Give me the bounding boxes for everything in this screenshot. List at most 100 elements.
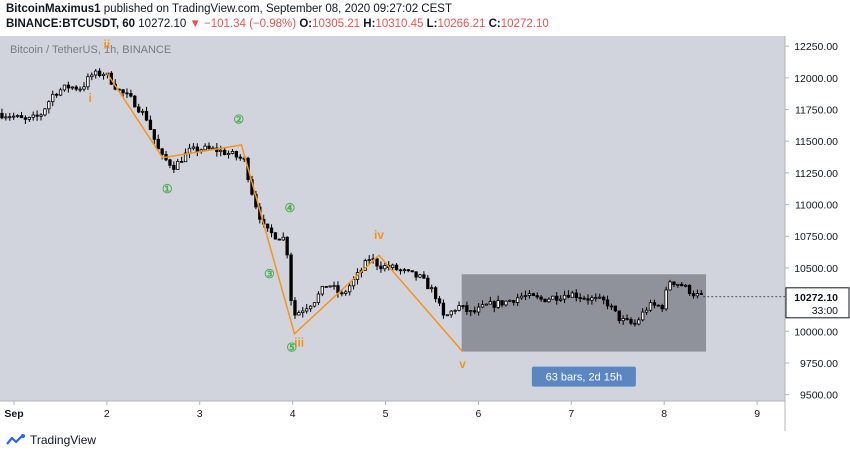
candle xyxy=(312,302,317,307)
candle xyxy=(613,305,617,312)
candle xyxy=(4,116,8,119)
candle xyxy=(680,283,684,287)
candle xyxy=(340,292,344,295)
elliott-wave-line[interactable] xyxy=(106,72,464,353)
x-tick-label: 6 xyxy=(476,408,482,420)
candle xyxy=(207,145,211,149)
candle xyxy=(531,293,535,297)
candle xyxy=(183,152,188,163)
candle xyxy=(191,146,196,149)
candle xyxy=(453,309,457,312)
tradingview-footer[interactable]: TradingView xyxy=(6,431,96,449)
candle xyxy=(101,73,106,77)
candle xyxy=(70,86,74,89)
time-axis[interactable] xyxy=(0,401,785,431)
candle xyxy=(492,301,496,308)
last-price: 10272.10 xyxy=(138,18,187,30)
x-tick-label: Sep xyxy=(4,408,23,420)
range-box[interactable] xyxy=(461,274,707,352)
candle xyxy=(469,310,473,313)
down-arrow-icon: ▼ xyxy=(189,18,201,30)
candle xyxy=(324,286,328,288)
range-info-label: 63 bars, 2d 15h xyxy=(546,372,622,384)
symbol-label[interactable]: BINANCE:BTCUSDT, 60 xyxy=(6,18,136,30)
candle xyxy=(58,89,63,96)
y-tick-label: 12250.00 xyxy=(794,41,838,53)
candle xyxy=(570,292,575,298)
candle xyxy=(574,292,578,299)
range-info-badge[interactable] xyxy=(531,366,636,387)
candle xyxy=(512,300,516,303)
candle xyxy=(19,115,24,119)
candle xyxy=(285,236,289,256)
candle xyxy=(516,297,520,303)
candle xyxy=(308,305,313,310)
candle xyxy=(269,227,274,234)
candle xyxy=(168,159,172,166)
candle xyxy=(476,306,481,313)
candle xyxy=(449,310,453,316)
price-chart[interactable]: 12250.00 12000.00 11750.00 11500.00 11250.00… xyxy=(0,36,850,431)
candle xyxy=(465,305,469,312)
candle xyxy=(234,151,239,158)
candle xyxy=(504,300,508,306)
chart-header: BitcoinMaximus1 published on TradingView… xyxy=(6,2,549,32)
last-price-tag[interactable] xyxy=(785,287,850,319)
candle xyxy=(180,161,184,163)
candle xyxy=(265,223,270,229)
x-tick-label: 9 xyxy=(754,408,760,420)
candle xyxy=(176,161,180,170)
candle xyxy=(496,300,500,308)
candle xyxy=(644,309,649,313)
publisher-name[interactable]: BitcoinMaximus1 xyxy=(6,3,101,15)
ohlc-line: BINANCE:BTCUSDT, 60 10272.10 ▼ −101.34 (… xyxy=(6,17,549,32)
candle xyxy=(558,298,563,301)
candle xyxy=(437,298,442,304)
candle xyxy=(648,302,653,311)
open-value: 10305.21 xyxy=(312,18,361,30)
candle xyxy=(551,295,555,300)
candle xyxy=(289,254,293,301)
wave-label: ⑤ xyxy=(286,341,297,355)
candle xyxy=(555,295,559,301)
y-tick-label: 9750.00 xyxy=(800,358,838,370)
candle xyxy=(641,311,645,321)
x-tick-label: 5 xyxy=(383,408,389,420)
y-tick-label: 11750.00 xyxy=(795,105,838,117)
candle xyxy=(601,296,606,301)
candle xyxy=(687,284,692,295)
candle xyxy=(363,260,367,271)
candle xyxy=(668,281,672,291)
wave-label: i xyxy=(88,91,91,105)
wave-label: v xyxy=(459,357,466,371)
wave-label: ② xyxy=(233,112,244,126)
candle xyxy=(8,116,12,119)
candle xyxy=(672,281,676,286)
candle xyxy=(0,112,4,119)
candle xyxy=(402,269,407,272)
candle xyxy=(62,84,67,91)
x-tick-label: 8 xyxy=(661,408,667,420)
candle xyxy=(617,310,621,322)
candle xyxy=(539,296,543,300)
candle xyxy=(12,115,16,118)
wave-label: ③ xyxy=(264,267,275,281)
y-tick-label: 11000.00 xyxy=(795,200,838,212)
price-axis[interactable] xyxy=(785,36,850,431)
high-label: H: xyxy=(363,18,376,30)
candle xyxy=(195,146,199,153)
published-text: published on TradingView.com, September … xyxy=(100,3,452,15)
candle xyxy=(457,305,461,311)
candle xyxy=(414,271,418,278)
close-label: C: xyxy=(488,18,501,30)
x-tick-label: 4 xyxy=(290,408,296,420)
candle xyxy=(418,274,422,278)
candle xyxy=(160,148,164,155)
candle xyxy=(566,294,571,298)
candle xyxy=(273,232,278,240)
candle xyxy=(527,293,532,296)
high-value: 10310.45 xyxy=(375,18,424,30)
y-tick-label: 11500.00 xyxy=(795,136,838,148)
y-tick-label: 12000.00 xyxy=(794,73,838,85)
candle xyxy=(51,93,55,103)
